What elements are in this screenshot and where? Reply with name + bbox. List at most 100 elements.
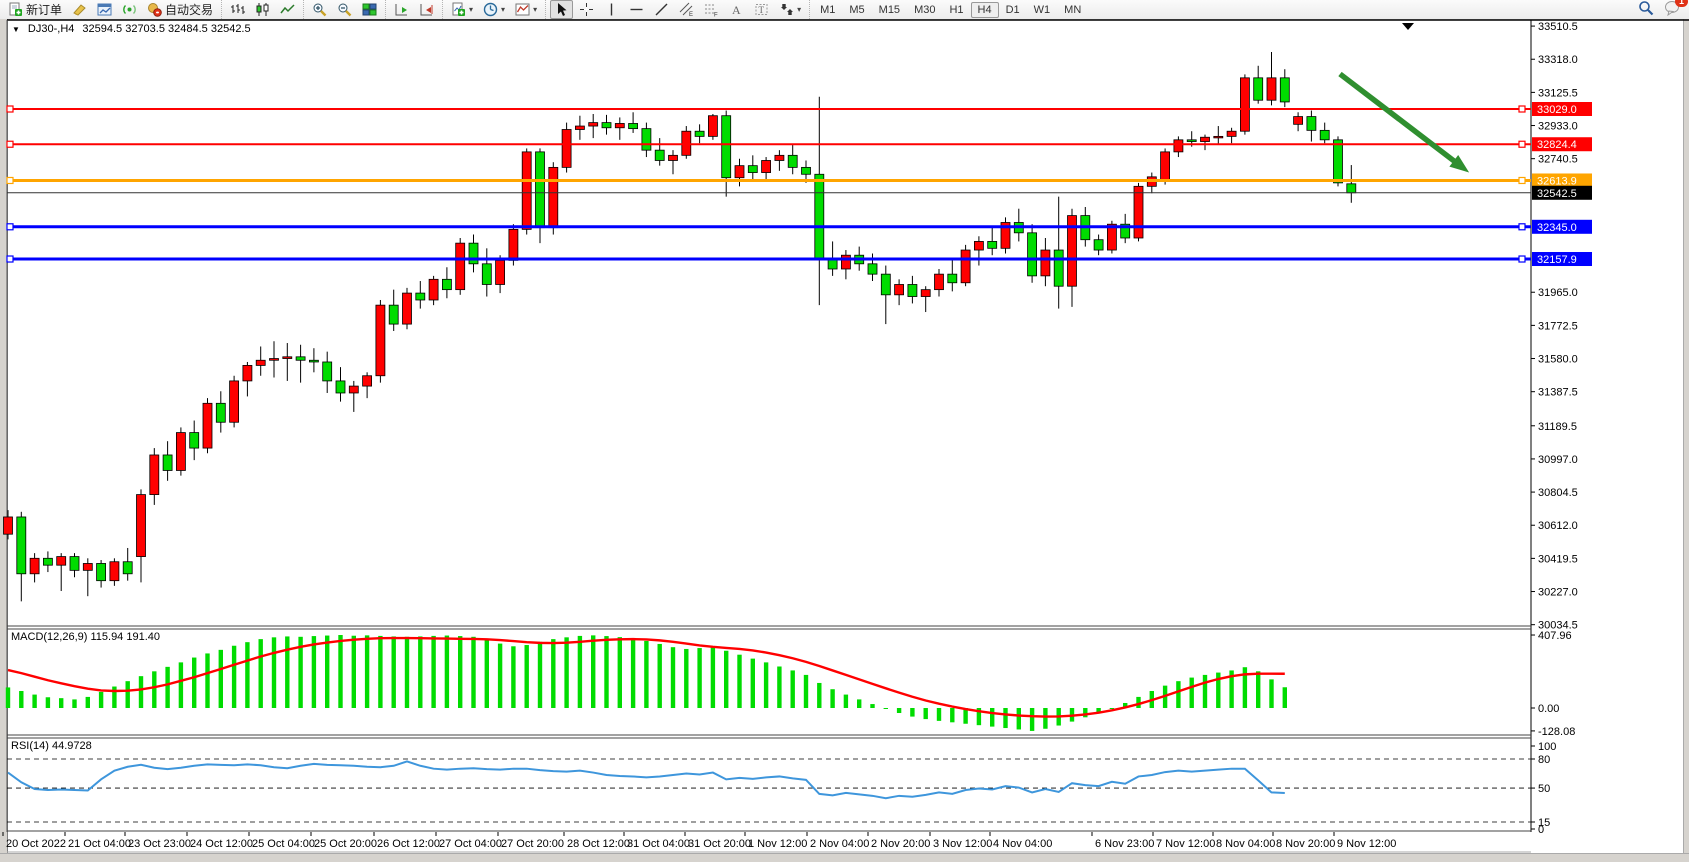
timeframe-w1-button[interactable]: W1 <box>1033 3 1051 16</box>
candle-body <box>987 241 998 249</box>
crosshair-button[interactable] <box>575 0 598 19</box>
horizontal-line[interactable] <box>6 176 1531 185</box>
candle-body <box>588 122 599 127</box>
toolbar-group <box>385 0 442 19</box>
periods-button[interactable]: ▾ <box>479 0 509 19</box>
macd-histogram-bar <box>178 662 184 708</box>
chart-shift-icon <box>419 2 434 17</box>
signals-button[interactable] <box>118 0 141 19</box>
macd-histogram-bar <box>524 645 529 708</box>
collapse-objects-icon[interactable]: ▼ <box>12 24 20 34</box>
macd-histogram-bar <box>1136 696 1141 708</box>
line-handle[interactable] <box>1518 140 1526 148</box>
macd-histogram-bar <box>976 708 982 726</box>
macd-histogram-bar <box>418 636 423 708</box>
line-chart-button[interactable] <box>276 0 299 19</box>
time-axis-label: 2 Nov 20:00 <box>871 838 930 850</box>
chevron-down-icon[interactable]: ▾ <box>533 5 538 14</box>
line-handle[interactable] <box>6 105 14 113</box>
candle-body <box>415 292 426 301</box>
timeframe-m5-button[interactable]: M5 <box>849 3 865 16</box>
bar-chart-button[interactable] <box>226 0 249 19</box>
macd-histogram-bar <box>1029 708 1035 731</box>
candle-body <box>561 129 572 168</box>
chevron-down-icon[interactable]: ▾ <box>501 5 506 14</box>
line-handle[interactable] <box>1518 255 1526 263</box>
rsi-axis-label: 80 <box>1538 754 1550 766</box>
auto-scroll-button[interactable] <box>390 0 413 19</box>
arrows-button[interactable]: ▾ <box>775 0 805 19</box>
candle-body <box>16 516 27 575</box>
auto-trading-button[interactable]: 自动交易 <box>143 0 217 20</box>
horizontal-line[interactable] <box>6 255 1531 263</box>
timeframe-mn-button[interactable]: MN <box>1064 3 1082 16</box>
search-icon[interactable] <box>1638 0 1654 19</box>
zoom-out-button[interactable] <box>333 0 356 19</box>
new-order-button[interactable]: 新订单 <box>4 0 66 20</box>
templates-button[interactable]: ▾ <box>511 0 541 19</box>
window-bottom-border <box>0 853 1689 862</box>
tile-windows-button[interactable] <box>358 0 381 19</box>
line-handle[interactable] <box>6 223 14 231</box>
fibonacci-button[interactable]: F <box>700 0 723 19</box>
candlestick-chart-button[interactable] <box>251 0 274 19</box>
trendline-button[interactable] <box>650 0 673 19</box>
price-axis-label: 30034.5 <box>1538 620 1578 632</box>
chart-window-button[interactable] <box>93 0 116 19</box>
text-tool-button[interactable]: A <box>725 0 748 19</box>
timeframe-h4-button[interactable]: H4 <box>970 1 999 18</box>
chat-notifications-icon[interactable]: 1 <box>1664 0 1688 19</box>
candle-body <box>149 454 160 495</box>
timeframe-h1-button[interactable]: H1 <box>949 3 964 16</box>
timeframe-m15-button[interactable]: M15 <box>878 3 901 16</box>
new-chart-button[interactable]: ▾ <box>447 0 477 19</box>
line-handle[interactable] <box>1518 176 1526 185</box>
annotation-arrow[interactable] <box>1338 71 1470 173</box>
chevron-down-icon[interactable]: ▾ <box>469 5 474 14</box>
candle-body <box>1319 129 1330 141</box>
vertical-line-tool-button[interactable] <box>600 0 623 19</box>
candle-body <box>1027 232 1037 277</box>
line-handle[interactable] <box>6 176 14 185</box>
time-axis-label: 3 Nov 12:00 <box>933 838 992 850</box>
candle-body <box>202 402 213 449</box>
macd-histogram-bar <box>85 696 90 708</box>
candle-body <box>255 359 266 366</box>
cursor-button[interactable] <box>550 0 574 19</box>
zoom-in-button[interactable] <box>308 0 331 19</box>
line-handle[interactable] <box>1518 105 1526 113</box>
svg-text:E: E <box>689 12 693 17</box>
candle-body <box>734 165 745 179</box>
line-handle[interactable] <box>6 255 14 263</box>
candle-body <box>721 115 732 179</box>
text-label-button[interactable]: T <box>750 0 773 19</box>
candle-body <box>1200 136 1210 142</box>
equidistant-channel-button[interactable]: E <box>675 0 698 19</box>
candle-body <box>974 241 984 251</box>
quick-trade-icon <box>72 2 87 17</box>
timeframe-m30-button[interactable]: M30 <box>914 3 936 16</box>
macd-histogram-bar <box>830 689 835 708</box>
candle-body <box>960 249 971 284</box>
horizontal-line-tool-button[interactable] <box>625 0 648 19</box>
timeframe-d1-button[interactable]: D1 <box>1005 3 1020 16</box>
price-axis[interactable]: 33510.5 33318.0 33125.5 32933.0 32740.5 31965… <box>1531 21 1578 632</box>
macd-histogram-bar <box>684 648 689 708</box>
macd-histogram-bar <box>1003 708 1008 729</box>
horizontal-line[interactable] <box>6 140 1531 148</box>
horizontal-line[interactable] <box>6 223 1531 231</box>
macd-histogram-bar <box>112 686 117 708</box>
chart-shift-marker[interactable] <box>1402 23 1414 30</box>
quick-trade-button[interactable] <box>68 0 91 19</box>
macd-pane[interactable]: 407.96 0.00 -128.08 <box>5 630 1576 738</box>
chart-shift-button[interactable] <box>415 0 438 19</box>
ohlc-values: 32594.5 32703.5 32484.5 32542.5 <box>82 23 251 35</box>
line-handle[interactable] <box>1518 223 1526 231</box>
line-handle[interactable] <box>6 140 14 148</box>
horizontal-line[interactable] <box>6 105 1531 113</box>
chevron-down-icon[interactable]: ▾ <box>797 5 802 14</box>
timeframe-m1-button[interactable]: M1 <box>820 3 836 16</box>
